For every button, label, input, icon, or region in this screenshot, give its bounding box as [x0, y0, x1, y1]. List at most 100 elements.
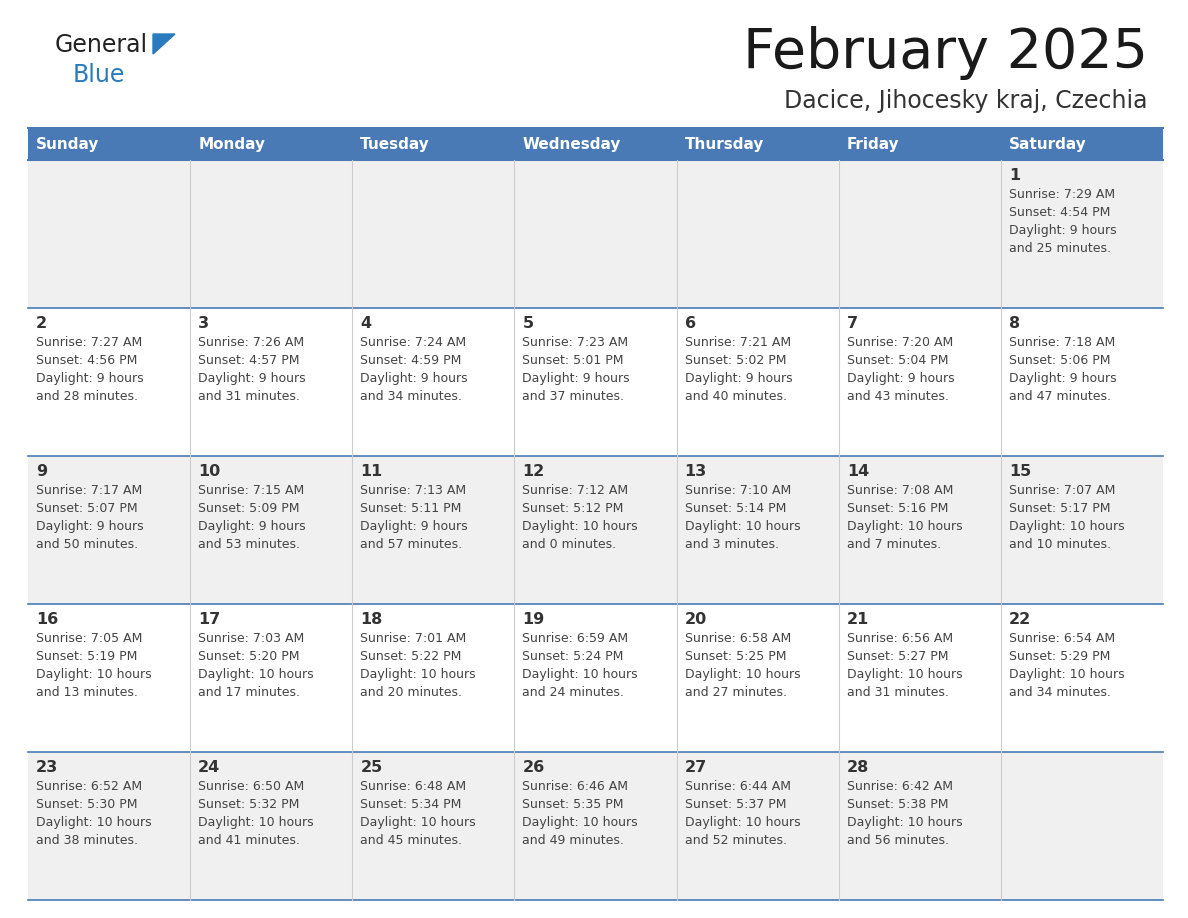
Text: Sunrise: 7:10 AM: Sunrise: 7:10 AM: [684, 484, 791, 497]
Text: Sunset: 5:20 PM: Sunset: 5:20 PM: [198, 650, 299, 663]
Text: 26: 26: [523, 760, 544, 775]
Text: 10: 10: [198, 464, 221, 479]
Text: Sunrise: 7:12 AM: Sunrise: 7:12 AM: [523, 484, 628, 497]
Text: Thursday: Thursday: [684, 137, 764, 151]
Text: 8: 8: [1009, 316, 1020, 331]
Text: and 40 minutes.: and 40 minutes.: [684, 390, 786, 403]
Text: Daylight: 9 hours: Daylight: 9 hours: [523, 372, 630, 385]
Text: 17: 17: [198, 612, 221, 627]
Text: Daylight: 10 hours: Daylight: 10 hours: [360, 668, 476, 681]
Text: Blue: Blue: [72, 63, 126, 87]
Text: Daylight: 9 hours: Daylight: 9 hours: [1009, 372, 1117, 385]
Text: Sunset: 5:14 PM: Sunset: 5:14 PM: [684, 502, 786, 515]
Text: 2: 2: [36, 316, 48, 331]
Text: Sunset: 5:11 PM: Sunset: 5:11 PM: [360, 502, 462, 515]
Text: and 41 minutes.: and 41 minutes.: [198, 834, 301, 847]
Text: Sunset: 5:04 PM: Sunset: 5:04 PM: [847, 354, 948, 367]
Text: Daylight: 9 hours: Daylight: 9 hours: [36, 520, 144, 533]
Text: 12: 12: [523, 464, 544, 479]
Text: 1: 1: [1009, 168, 1020, 183]
Text: Sunrise: 7:03 AM: Sunrise: 7:03 AM: [198, 632, 304, 645]
Text: Sunrise: 6:48 AM: Sunrise: 6:48 AM: [360, 780, 467, 793]
Text: Sunrise: 7:29 AM: Sunrise: 7:29 AM: [1009, 188, 1116, 201]
Text: Sunrise: 7:27 AM: Sunrise: 7:27 AM: [36, 336, 143, 349]
Bar: [29, 308, 1163, 456]
Text: and 31 minutes.: and 31 minutes.: [847, 686, 948, 699]
Text: and 52 minutes.: and 52 minutes.: [684, 834, 786, 847]
Text: Daylight: 9 hours: Daylight: 9 hours: [360, 372, 468, 385]
Text: 22: 22: [1009, 612, 1031, 627]
Bar: [353, 128, 514, 160]
Text: Sunrise: 6:44 AM: Sunrise: 6:44 AM: [684, 780, 790, 793]
Text: and 10 minutes.: and 10 minutes.: [1009, 538, 1111, 551]
Text: and 47 minutes.: and 47 minutes.: [1009, 390, 1111, 403]
Text: Sunset: 5:07 PM: Sunset: 5:07 PM: [36, 502, 138, 515]
Text: Daylight: 10 hours: Daylight: 10 hours: [847, 668, 962, 681]
Text: and 25 minutes.: and 25 minutes.: [1009, 242, 1111, 255]
Text: Sunset: 5:17 PM: Sunset: 5:17 PM: [1009, 502, 1111, 515]
Polygon shape: [153, 34, 175, 54]
Text: Daylight: 9 hours: Daylight: 9 hours: [36, 372, 144, 385]
Text: 16: 16: [36, 612, 58, 627]
Bar: [29, 456, 1163, 604]
Text: and 31 minutes.: and 31 minutes.: [198, 390, 301, 403]
Text: Monday: Monday: [198, 137, 265, 151]
Text: Sunset: 5:35 PM: Sunset: 5:35 PM: [523, 798, 624, 811]
Text: Sunset: 4:56 PM: Sunset: 4:56 PM: [36, 354, 138, 367]
Text: 4: 4: [360, 316, 372, 331]
Text: Sunset: 4:54 PM: Sunset: 4:54 PM: [1009, 206, 1111, 219]
Text: Sunrise: 7:26 AM: Sunrise: 7:26 AM: [198, 336, 304, 349]
Text: Sunrise: 7:21 AM: Sunrise: 7:21 AM: [684, 336, 791, 349]
Text: Wednesday: Wednesday: [523, 137, 621, 151]
Text: Sunset: 5:19 PM: Sunset: 5:19 PM: [36, 650, 138, 663]
Text: Sunset: 5:34 PM: Sunset: 5:34 PM: [360, 798, 462, 811]
Text: Dacice, Jihocesky kraj, Czechia: Dacice, Jihocesky kraj, Czechia: [784, 89, 1148, 113]
Text: 9: 9: [36, 464, 48, 479]
Text: and 50 minutes.: and 50 minutes.: [36, 538, 138, 551]
Text: Daylight: 10 hours: Daylight: 10 hours: [360, 816, 476, 829]
Text: Saturday: Saturday: [1009, 137, 1087, 151]
Text: 25: 25: [360, 760, 383, 775]
Text: Sunrise: 7:07 AM: Sunrise: 7:07 AM: [1009, 484, 1116, 497]
Text: Daylight: 10 hours: Daylight: 10 hours: [523, 668, 638, 681]
Text: Daylight: 10 hours: Daylight: 10 hours: [684, 816, 801, 829]
Text: Daylight: 10 hours: Daylight: 10 hours: [198, 816, 314, 829]
Text: and 3 minutes.: and 3 minutes.: [684, 538, 778, 551]
Text: 6: 6: [684, 316, 696, 331]
Text: and 24 minutes.: and 24 minutes.: [523, 686, 625, 699]
Text: Daylight: 10 hours: Daylight: 10 hours: [36, 816, 152, 829]
Text: Daylight: 9 hours: Daylight: 9 hours: [847, 372, 954, 385]
Text: Tuesday: Tuesday: [360, 137, 430, 151]
Text: Sunset: 5:24 PM: Sunset: 5:24 PM: [523, 650, 624, 663]
Text: and 0 minutes.: and 0 minutes.: [523, 538, 617, 551]
Text: Sunrise: 7:18 AM: Sunrise: 7:18 AM: [1009, 336, 1116, 349]
Bar: [514, 128, 677, 160]
Text: and 28 minutes.: and 28 minutes.: [36, 390, 138, 403]
Text: 24: 24: [198, 760, 221, 775]
Text: Sunrise: 6:42 AM: Sunrise: 6:42 AM: [847, 780, 953, 793]
Text: Sunrise: 6:59 AM: Sunrise: 6:59 AM: [523, 632, 628, 645]
Text: and 45 minutes.: and 45 minutes.: [360, 834, 462, 847]
Text: Daylight: 10 hours: Daylight: 10 hours: [684, 668, 801, 681]
Text: 15: 15: [1009, 464, 1031, 479]
Text: 28: 28: [847, 760, 868, 775]
Text: and 49 minutes.: and 49 minutes.: [523, 834, 625, 847]
Text: and 34 minutes.: and 34 minutes.: [1009, 686, 1111, 699]
Text: Daylight: 9 hours: Daylight: 9 hours: [684, 372, 792, 385]
Text: Daylight: 10 hours: Daylight: 10 hours: [847, 816, 962, 829]
Text: and 56 minutes.: and 56 minutes.: [847, 834, 949, 847]
Text: Sunset: 5:27 PM: Sunset: 5:27 PM: [847, 650, 948, 663]
Text: and 7 minutes.: and 7 minutes.: [847, 538, 941, 551]
Text: Daylight: 10 hours: Daylight: 10 hours: [684, 520, 801, 533]
Text: Sunrise: 7:13 AM: Sunrise: 7:13 AM: [360, 484, 467, 497]
Text: Daylight: 10 hours: Daylight: 10 hours: [198, 668, 314, 681]
Bar: [29, 128, 190, 160]
Text: 23: 23: [36, 760, 58, 775]
Text: Daylight: 9 hours: Daylight: 9 hours: [1009, 224, 1117, 237]
Text: and 20 minutes.: and 20 minutes.: [360, 686, 462, 699]
Text: Sunset: 5:22 PM: Sunset: 5:22 PM: [360, 650, 462, 663]
Text: Sunset: 5:30 PM: Sunset: 5:30 PM: [36, 798, 138, 811]
Bar: [29, 160, 1163, 308]
Text: 18: 18: [360, 612, 383, 627]
Text: Sunset: 5:25 PM: Sunset: 5:25 PM: [684, 650, 786, 663]
